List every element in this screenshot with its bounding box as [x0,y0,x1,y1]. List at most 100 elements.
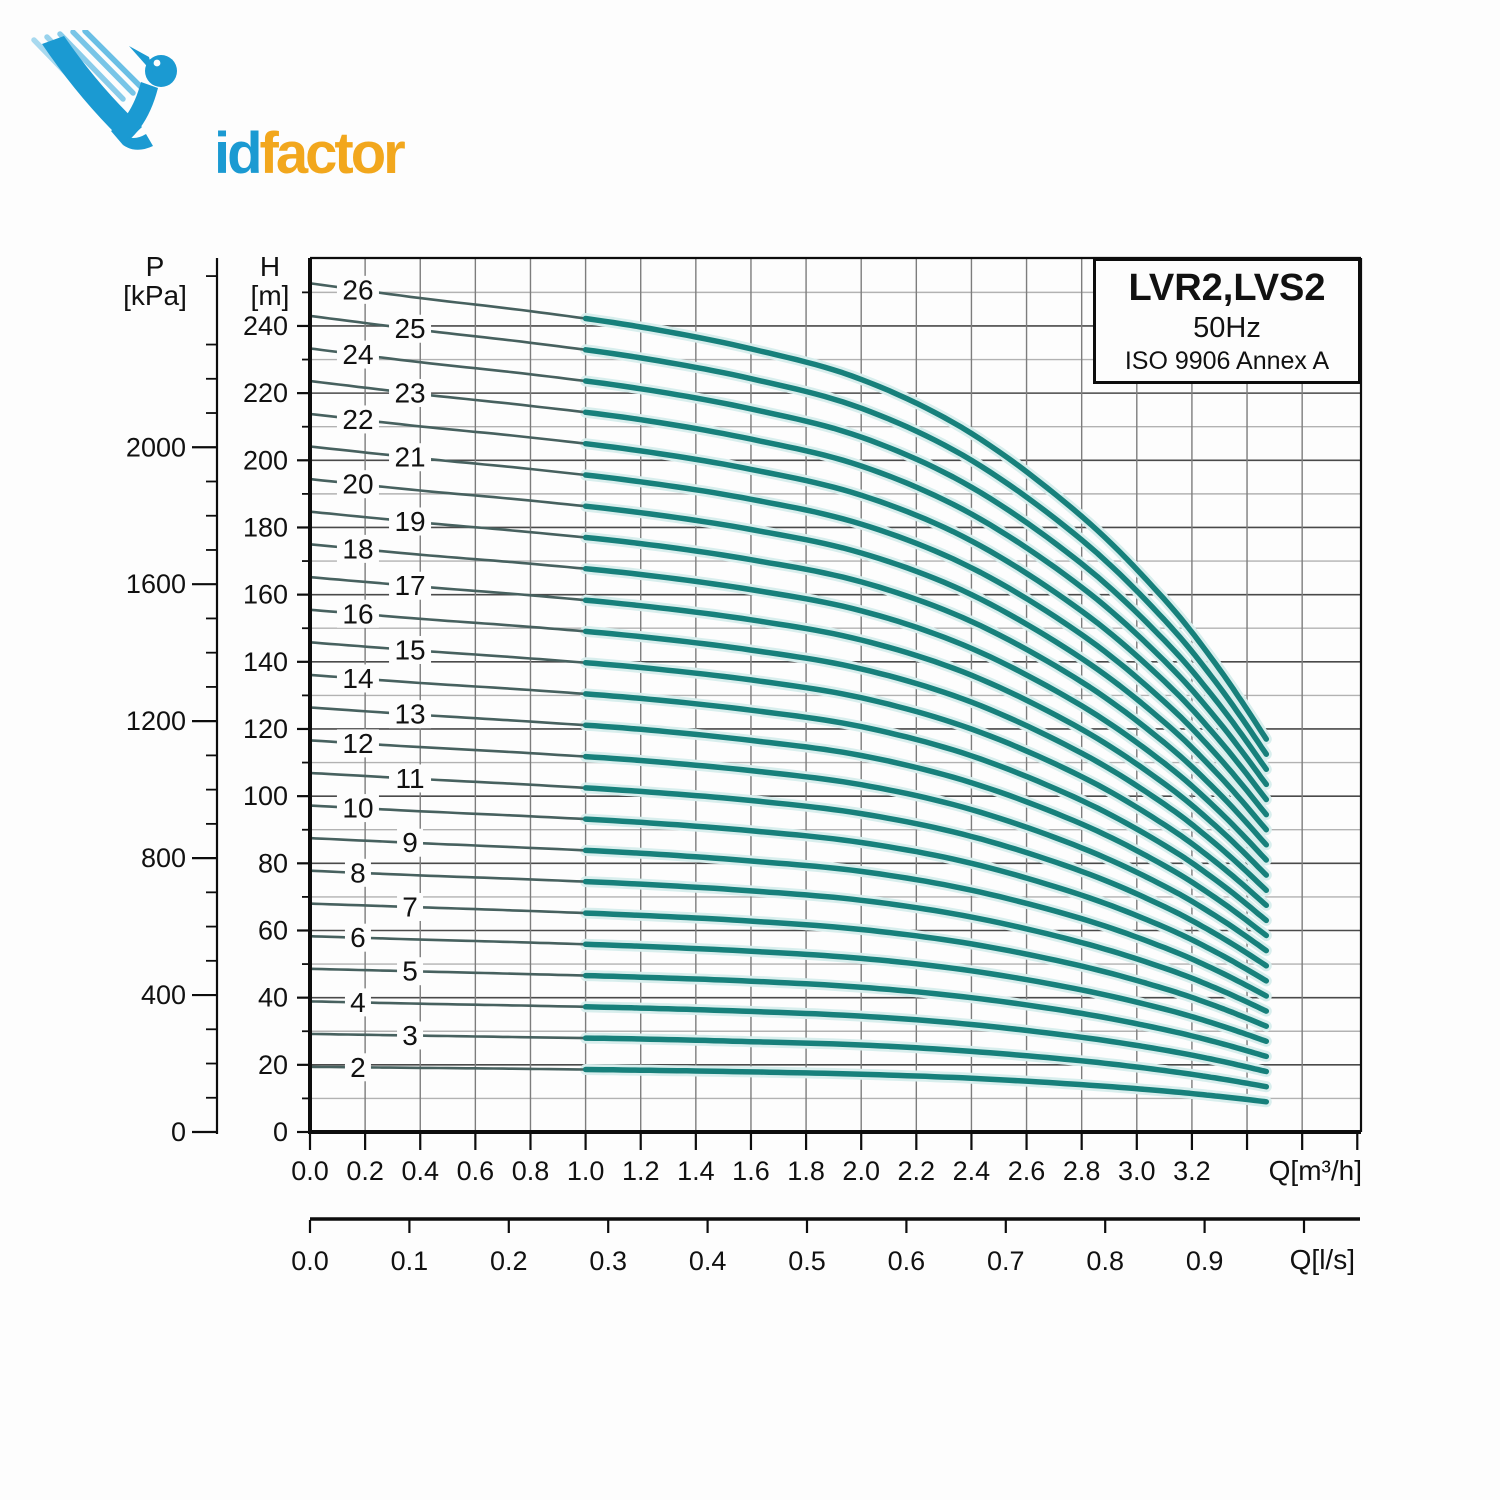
curve-label-26: 26 [342,274,373,305]
pressure-tick-label-800: 800 [141,843,186,873]
curve-label-bg-8 [344,858,371,887]
curve-label-bg-4 [344,988,371,1017]
pump-curve-bold-13-stages [582,722,1270,939]
curve-label-9: 9 [402,827,418,858]
pump-curve-thin-9-stages [308,836,587,852]
head-tick-label-0: 0 [273,1117,288,1147]
flow-m3h-label-1.6: 1.6 [732,1156,770,1186]
head-axis-header: H [m] [215,252,325,310]
curve-label-15: 15 [394,634,425,665]
curve-label-bg-13 [389,700,432,729]
flow-m3h-label-2.2: 2.2 [898,1156,936,1186]
pump-curve-bold-12-stages [582,753,1270,954]
flow-ls-label-0.3: 0.3 [589,1246,627,1276]
flow-m3h-label-2.0: 2.0 [842,1156,880,1186]
iso-standard-label: ISO 9906 Annex A [1124,347,1330,375]
curve-label-13: 13 [394,699,425,730]
head-tick-label-20: 20 [258,1050,288,1080]
curve-label-bg-21 [389,443,432,472]
flow-ls-label-0.4: 0.4 [689,1246,727,1276]
pump-curve-bold-10-stages [582,816,1270,984]
flow-ls-label-0.1: 0.1 [391,1246,429,1276]
flow-ls-label-0.8: 0.8 [1086,1246,1124,1276]
flow-m3h-label-0.0: 0.0 [291,1156,329,1186]
frequency-label: 50Hz [1193,312,1261,344]
curve-label-bg-7 [397,892,424,921]
head-tick-label-80: 80 [258,848,288,878]
vidfactor-logo: idfactor [28,30,428,186]
flow-ls-unit-label: Q[l/s] [1289,1244,1355,1275]
flow-m3h-label-1.0: 1.0 [567,1156,605,1186]
pump-curve-thin-7-stages [308,902,587,915]
curve-label-bg-26 [336,275,379,304]
pressure-tick-label-1600: 1600 [126,569,186,599]
head-tick-label-200: 200 [243,445,288,475]
curve-label-bg-24 [336,340,379,369]
head-tick-label-180: 180 [243,512,288,542]
curve-label-bg-19 [389,507,432,536]
curve-label-20: 20 [342,469,373,500]
flow-m3h-label-2.4: 2.4 [953,1156,991,1186]
curve-label-19: 19 [394,506,425,537]
pump-curve-bold-17-stages [582,597,1270,878]
pump-curve-bold-11-stages [582,785,1270,969]
curve-label-bg-5 [397,957,424,986]
flow-ls-label-0.6: 0.6 [888,1246,926,1276]
pump-curve-thin-25-stages [308,314,587,352]
title-box: LVR2,LVS2 50Hz ISO 9906 Annex A [1093,258,1361,384]
vidfactor-bird-icon [31,30,177,150]
pump-curve-bold-18-stages [582,565,1270,863]
curve-label-14: 14 [342,663,373,694]
curve-label-12: 12 [342,728,373,759]
flow-m3h-label-2.8: 2.8 [1063,1156,1101,1186]
curve-label-5: 5 [402,956,418,987]
pump-curve-thin-19-stages [308,510,587,539]
pressure-axis-unit: [kPa] [123,280,187,311]
pump-curve-bold-20-stages [582,503,1270,833]
flow-ls-label-0.2: 0.2 [490,1246,528,1276]
head-tick-label-220: 220 [243,378,288,408]
pump-curve-thin-17-stages [308,575,587,602]
curve-label-6: 6 [350,922,366,953]
curve-label-bg-15 [389,635,432,664]
head-tick-label-160: 160 [243,580,288,610]
flow-m3h-label-1.8: 1.8 [787,1156,825,1186]
curve-label-bg-22 [336,405,379,434]
pump-curve-bold-19-stages [582,534,1270,848]
head-tick-label-40: 40 [258,983,288,1013]
pump-curve-bold-14-stages [582,691,1270,924]
pump-curve-bold-9-stages [582,847,1270,999]
pump-curve-bold-7-stages [582,910,1270,1029]
pump-curve-bold-23-stages [582,409,1270,788]
pump-curve-bold-8-stages [582,878,1270,1014]
curve-label-bg-23 [389,378,432,407]
pump-curve-bold-26-stages [582,315,1270,742]
pump-curve-thin-15-stages [308,640,587,665]
flow-ls-label-0.9: 0.9 [1186,1246,1224,1276]
curve-label-bg-25 [389,314,432,343]
head-axis-symbol: H [259,251,281,282]
pump-curve-bold-24-stages [582,378,1270,773]
pressure-tick-label-2000: 2000 [126,432,186,462]
head-tick-label-140: 140 [243,647,288,677]
pump-curve-bold-2-stages [582,1066,1270,1105]
curve-label-bg-12 [336,729,379,758]
pump-curve-thin-3-stages [308,1032,587,1040]
curve-label-bg-16 [336,599,379,628]
curve-label-21: 21 [394,442,425,473]
curve-label-bg-9 [397,828,424,857]
curve-label-25: 25 [394,313,425,344]
pump-curve-thin-11-stages [308,771,587,790]
logo-text-factor: factor [259,121,406,186]
head-axis-unit: [m] [250,280,290,311]
head-tick-label-240: 240 [243,311,288,341]
logo-wordmark: idfactor [214,121,406,186]
pump-curve-bold-5-stages [582,972,1270,1060]
pressure-tick-label-1200: 1200 [126,706,186,736]
curve-label-bg-14 [336,664,379,693]
flow-ls-label-0.7: 0.7 [987,1246,1025,1276]
curve-label-4: 4 [350,987,366,1018]
curve-label-bg-3 [397,1021,424,1050]
flow-ls-label-0.0: 0.0 [291,1246,329,1276]
pump-curve-thin-21-stages [308,445,587,477]
